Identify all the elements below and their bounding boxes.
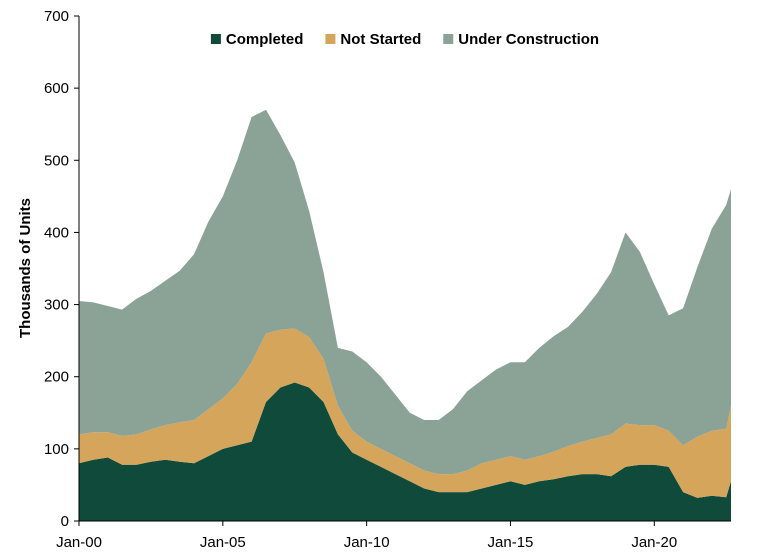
x-tick-label: Jan-00 [56, 534, 102, 551]
y-ticks-group: 0 100 200 300 400 500 600 700 [44, 8, 79, 530]
areas-group [79, 109, 731, 521]
legend-swatch [443, 34, 454, 44]
y-axis-title: Thousands of Units [17, 198, 34, 338]
legend-swatch [210, 34, 221, 44]
x-ticks-group: Jan-00 Jan-05 Jan-10 Jan-15 Jan-20 [56, 521, 677, 551]
x-tick-label: Jan-10 [344, 534, 390, 551]
y-tick-label: 0 [61, 513, 69, 530]
y-tick-label: 500 [44, 152, 69, 169]
legend-swatch [325, 34, 336, 44]
x-tick-label: Jan-20 [631, 534, 677, 551]
legend-label: Under Construction [458, 31, 599, 48]
legend-item: Not Started [325, 31, 421, 48]
y-tick-label: 600 [44, 80, 69, 97]
legend-label: Not Started [340, 31, 421, 48]
x-tick-label: Jan-05 [200, 534, 246, 551]
legend-label: Completed [226, 31, 304, 48]
legend-item: Completed [210, 31, 304, 48]
legend: Completed Not Started Under Construction [210, 31, 599, 48]
axes-group [78, 16, 731, 522]
y-tick-label: 100 [44, 441, 69, 458]
y-tick-label: 700 [44, 8, 69, 25]
x-tick-label: Jan-15 [488, 534, 534, 551]
y-tick-label: 200 [44, 369, 69, 386]
legend-item: Under Construction [443, 31, 599, 48]
area-under-construction [79, 109, 731, 475]
area-not-started [79, 328, 731, 498]
y-tick-label: 400 [44, 224, 69, 241]
area-completed [79, 382, 731, 521]
y-tick-label: 300 [44, 297, 69, 314]
